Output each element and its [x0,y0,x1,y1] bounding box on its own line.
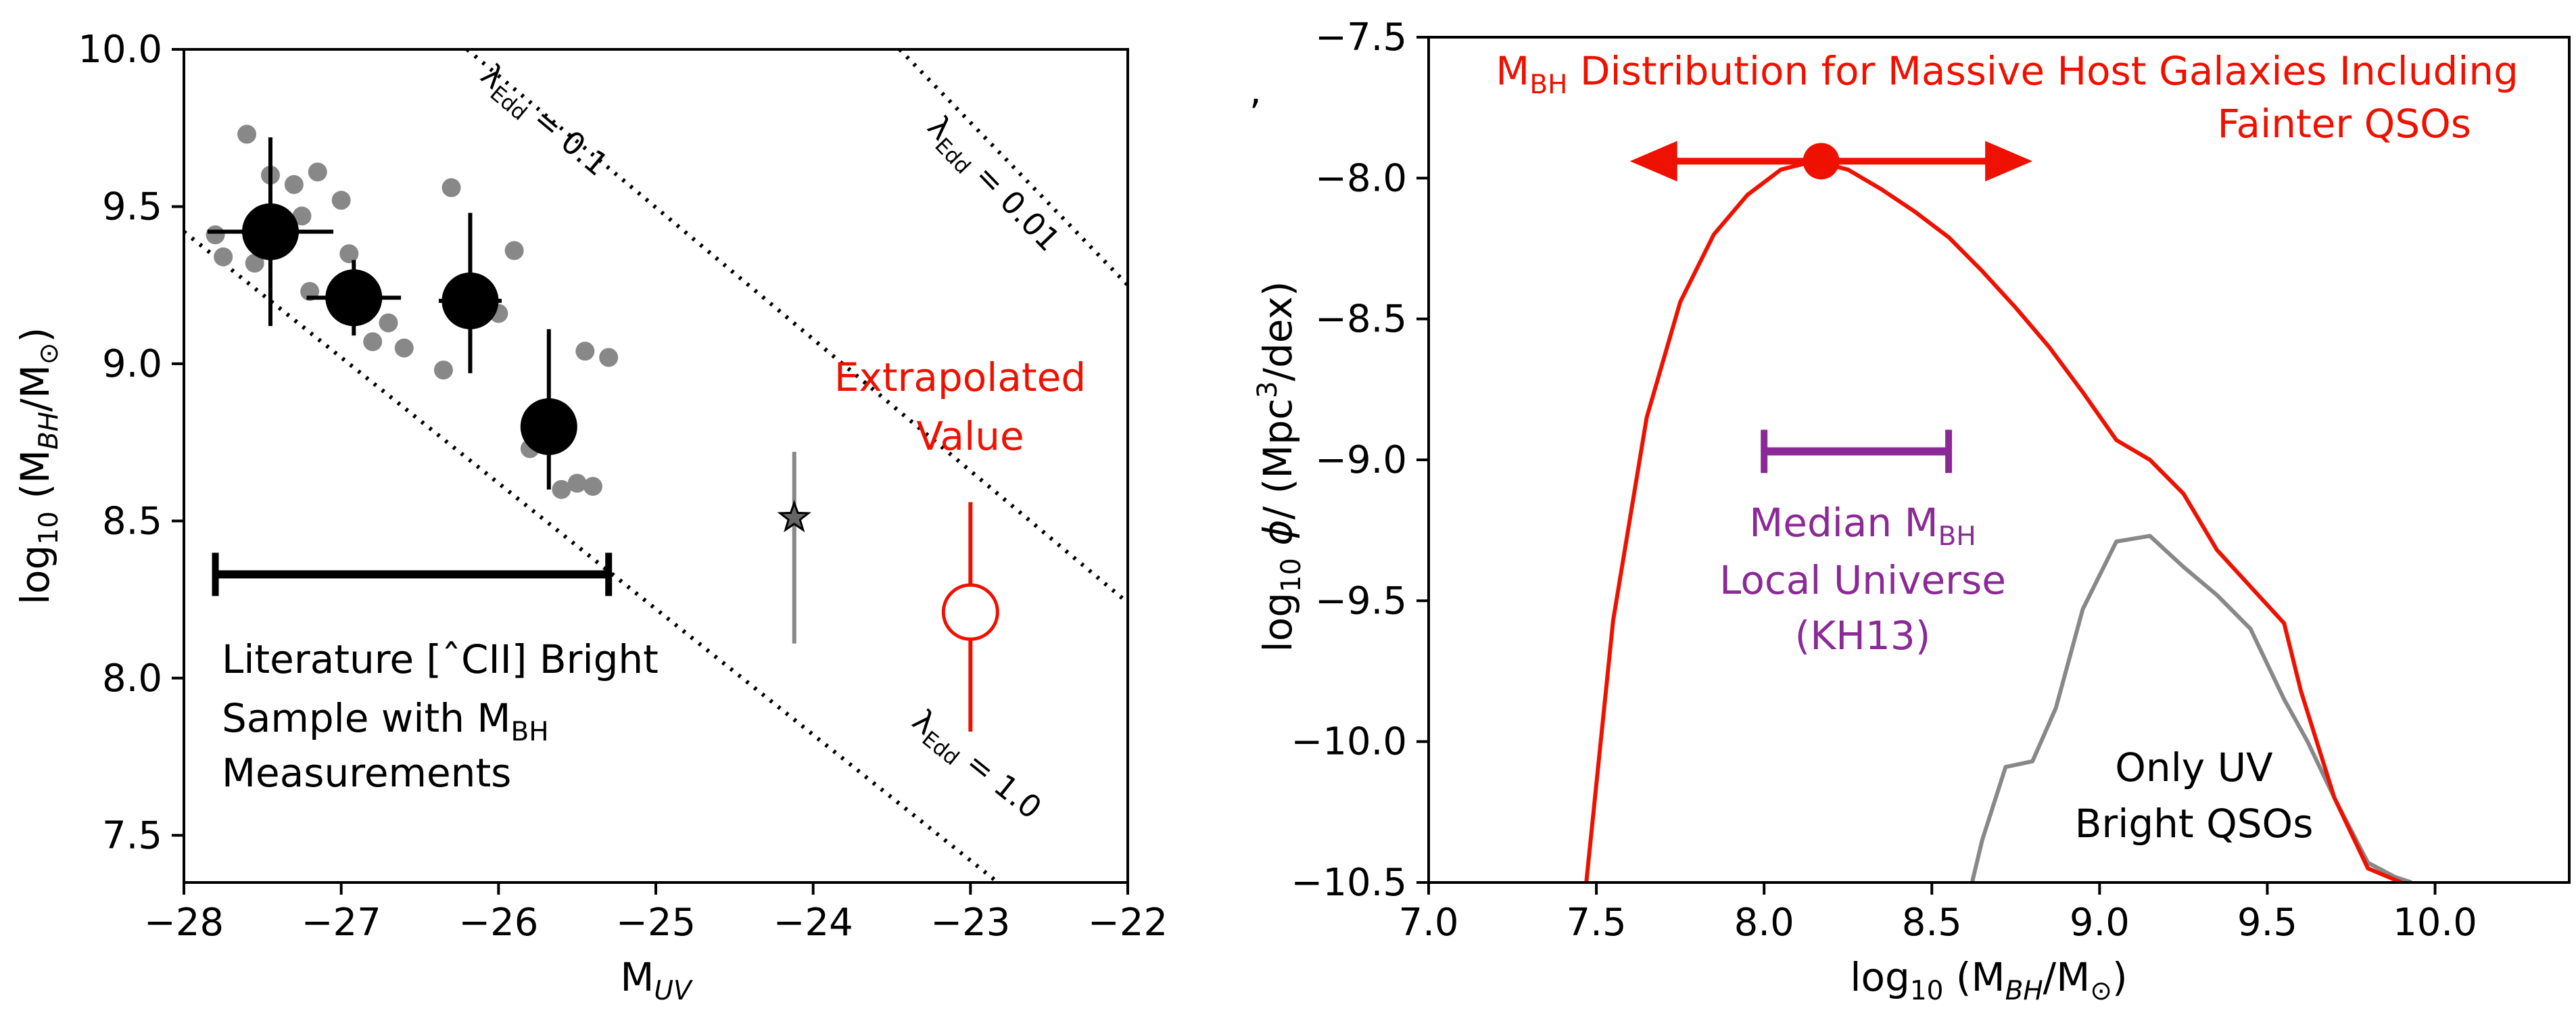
gray-point [331,191,351,210]
gray-point [599,348,619,367]
y-tick-label: 8.5 [102,499,162,543]
eddington-label: λEdd = 0.01 [917,108,1067,262]
median-local-label-line2: Local Universe [1719,557,2006,603]
y-tick-label: 10.0 [78,28,162,72]
extrapolated-point [941,583,999,641]
x-tick-label: −28 [144,901,224,945]
massive-host-label-line1: MBH Distribution for Massive Host Galaxi… [1496,48,2519,100]
sample-label-line2: Sample with MBH [222,695,549,747]
massive-host-label-line2: Fainter QSOs [2218,101,2472,147]
massive-host-arrow-left [1629,141,1677,182]
x-tick-label: −23 [930,901,1010,945]
right-plot-area [1584,159,2412,882]
gray-point [433,360,453,380]
y-tick-label: 9.0 [102,342,162,386]
gray-point [442,178,461,197]
median-local-label-line3: (KH13) [1795,613,1931,659]
eddington-line [898,49,1128,287]
median-local-label-line1: Median MBH [1749,500,1976,552]
massive-host-point [1803,143,1840,180]
x-tick-label: −22 [1088,901,1168,945]
x-tick-label: −26 [458,901,538,945]
y-tick-label: 8.0 [102,657,162,701]
x-tick-label: 9.5 [2237,901,2297,945]
massive-host-arrow-right [1985,141,2033,182]
gray-point [363,332,383,352]
gray-point [284,174,304,194]
gray-point [552,479,571,499]
eddington-line [465,49,1128,605]
y-tick-label: −10.0 [1291,720,1407,764]
y-tick-label: −8.5 [1315,298,1407,341]
x-axis-label: log10 (MBH/M⊙) [1850,954,2127,1006]
uv-bright-label-line1: Only UV [2115,745,2273,791]
gray-point [292,206,312,226]
gray-point [214,247,233,266]
x-tick-label: −25 [616,901,696,945]
binned-point [325,269,383,327]
eddington-label: λEdd = 0.1 [471,56,615,187]
y-tick-label: 7.5 [102,814,162,857]
extrapolated-label-line2: Value [916,413,1024,459]
star-point [777,500,811,533]
x-tick-label: −24 [773,901,853,945]
eddington-line [184,230,1001,882]
x-tick-label: 8.0 [1734,901,1794,945]
gray-point [575,341,595,361]
binned-point [520,398,577,455]
gray-point [567,473,587,493]
left-plot-area [184,49,1128,882]
uv-bright-label-line2: Bright QSOs [2075,801,2314,847]
y-tick-label: −9.0 [1315,438,1407,482]
binned-point [241,203,299,260]
stray-comma: , [1249,69,1262,113]
x-tick-label: 8.5 [1902,901,1962,945]
red-distribution-line [1584,159,2403,882]
sample-label-line1: Literature [ˆCII] Bright [222,636,659,682]
gray-point [308,162,327,182]
y-axis-label: log10 ϕ/ (Mpc3/dex) [1252,281,1307,653]
gray-point [583,477,602,496]
x-tick-label: 9.0 [2070,901,2130,945]
extrapolated-label-line1: Extrapolated [834,354,1086,400]
left-panel: λEdd = 1.0 λEdd = 0.1 λEdd = 0.01 Extrapola… [12,28,1168,1006]
x-tick-label: 7.5 [1567,901,1627,945]
gray-point [394,338,414,358]
right-panel: MBH Distribution for Massive Host Galaxi… [1252,16,2571,1006]
sample-label-line3: Measurements [222,750,511,796]
eddington-label: λEdd = 1.0 [903,702,1049,830]
gray-point [379,313,398,333]
x-axis-label: MUV [620,954,693,1006]
y-tick-label: −10.5 [1291,861,1407,905]
gray-point [237,124,257,144]
x-tick-label: −27 [302,901,381,945]
gray-point [339,244,359,264]
gray-point [504,241,524,260]
y-tick-label: −7.5 [1315,16,1407,60]
y-tick-label: −8.0 [1315,156,1407,200]
gray-point [206,225,225,245]
y-tick-label: −9.5 [1315,579,1407,623]
y-tick-label: 9.5 [102,185,162,229]
binned-point [442,272,499,329]
y-axis-label: log10 (MBH/M⊙) [12,327,64,605]
gray-point [245,254,264,273]
x-tick-label: 7.0 [1398,901,1458,945]
x-tick-label: 10.0 [2393,901,2477,945]
